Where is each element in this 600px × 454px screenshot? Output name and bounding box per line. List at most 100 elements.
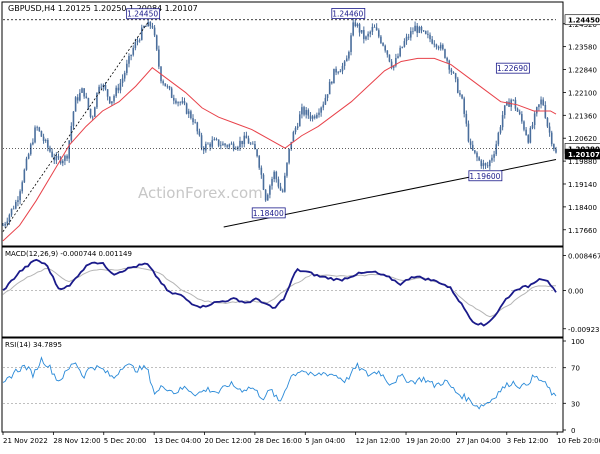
candle-body bbox=[512, 99, 515, 101]
candle-body bbox=[405, 36, 408, 42]
candle-body bbox=[17, 200, 19, 202]
candle-body bbox=[61, 160, 64, 164]
candle-body bbox=[518, 111, 521, 115]
candle-body bbox=[495, 144, 498, 155]
candle-body bbox=[489, 160, 491, 167]
candle-body bbox=[333, 68, 335, 84]
candle-body bbox=[96, 92, 98, 108]
candle-body bbox=[377, 30, 380, 37]
candle-body bbox=[79, 92, 81, 101]
candle-body bbox=[313, 116, 316, 118]
candle-body bbox=[138, 39, 141, 41]
candle-body bbox=[25, 158, 28, 170]
candle-body bbox=[384, 45, 386, 51]
xtick-label: 5 Dec 20:00 bbox=[104, 437, 147, 445]
candle-body bbox=[153, 27, 156, 36]
candle-body bbox=[179, 102, 182, 103]
price-annotation-label: 1.22690 bbox=[497, 64, 528, 73]
candle-body bbox=[175, 100, 177, 104]
current-price-label: 1.20107 bbox=[568, 151, 600, 159]
candle-body bbox=[382, 42, 384, 46]
rsi-ytick-label: 30 bbox=[571, 400, 580, 408]
candle-body bbox=[373, 26, 376, 28]
rsi-layer bbox=[2, 356, 557, 410]
candle-body bbox=[76, 97, 79, 101]
candle-body bbox=[15, 201, 17, 209]
candle-body bbox=[525, 129, 527, 136]
candle-body bbox=[115, 87, 117, 96]
candle-body bbox=[363, 30, 365, 40]
candle-body bbox=[550, 132, 553, 145]
candle-body bbox=[151, 26, 154, 28]
candle-body bbox=[241, 140, 243, 145]
candle-body bbox=[439, 44, 442, 49]
candle-body bbox=[239, 140, 241, 148]
candle-body bbox=[155, 35, 158, 50]
candle-body bbox=[55, 156, 58, 161]
candle-body bbox=[266, 194, 269, 201]
dotted-trendline bbox=[2, 21, 150, 232]
candle-body bbox=[51, 151, 53, 158]
candle-body bbox=[237, 147, 239, 150]
candle-body bbox=[388, 54, 391, 62]
candle-body bbox=[91, 116, 94, 118]
candle-body bbox=[407, 36, 410, 38]
candle-body bbox=[130, 54, 132, 57]
candle-body bbox=[331, 81, 333, 84]
candle-body bbox=[503, 105, 506, 116]
xtick-label: 5 Jan 04:00 bbox=[305, 437, 345, 445]
candle-body bbox=[162, 81, 164, 84]
candle-body bbox=[418, 26, 421, 33]
candle-body bbox=[292, 132, 295, 142]
rsi-panel-frame bbox=[1, 337, 564, 433]
candle-body bbox=[410, 31, 412, 38]
candle-body bbox=[343, 61, 346, 66]
candle-body bbox=[68, 140, 70, 159]
candle-body bbox=[335, 68, 337, 73]
candle-body bbox=[132, 48, 135, 55]
candle-body bbox=[493, 154, 495, 158]
candle-body bbox=[435, 44, 438, 47]
price-annotation-label: 1.18400 bbox=[253, 209, 284, 218]
candle-body bbox=[348, 51, 350, 59]
candle-body bbox=[540, 99, 542, 105]
xtick-label: 21 Nov 2022 bbox=[3, 437, 48, 445]
candle-body bbox=[128, 56, 130, 64]
candle-body bbox=[254, 144, 256, 150]
candle-body bbox=[117, 87, 120, 91]
candle-body bbox=[491, 157, 493, 161]
candle-body bbox=[136, 40, 139, 43]
candle-body bbox=[535, 107, 538, 114]
candle-body bbox=[47, 140, 49, 148]
candle-body bbox=[471, 144, 474, 151]
candle-body bbox=[469, 141, 472, 145]
candle-body bbox=[42, 136, 45, 141]
candle-body bbox=[429, 34, 431, 40]
candle-body bbox=[275, 171, 278, 180]
candle-body bbox=[264, 189, 267, 201]
candle-body bbox=[164, 83, 167, 87]
candle-body bbox=[416, 25, 419, 33]
candle-body bbox=[243, 135, 246, 145]
candle-body bbox=[318, 112, 320, 115]
candle-body bbox=[286, 162, 288, 176]
candle-body bbox=[230, 143, 233, 145]
price-ytick-label: 1.19140 bbox=[568, 181, 597, 189]
candle-body bbox=[232, 143, 235, 150]
candle-body bbox=[262, 174, 265, 190]
candle-body bbox=[375, 27, 378, 31]
xtick-label: 28 Dec 16:00 bbox=[255, 437, 302, 445]
candle-body bbox=[478, 157, 480, 161]
candle-body bbox=[350, 35, 352, 52]
candle-body bbox=[202, 147, 205, 151]
candle-body bbox=[529, 128, 532, 143]
candle-body bbox=[106, 89, 109, 97]
xtick-label: 20 Dec 12:00 bbox=[205, 437, 252, 445]
candle-body bbox=[192, 118, 194, 123]
candle-body bbox=[98, 86, 100, 93]
candle-body bbox=[548, 126, 551, 133]
rsi-line bbox=[2, 356, 557, 410]
candle-body bbox=[358, 24, 361, 33]
candle-body bbox=[209, 143, 211, 147]
candle-body bbox=[542, 99, 544, 106]
